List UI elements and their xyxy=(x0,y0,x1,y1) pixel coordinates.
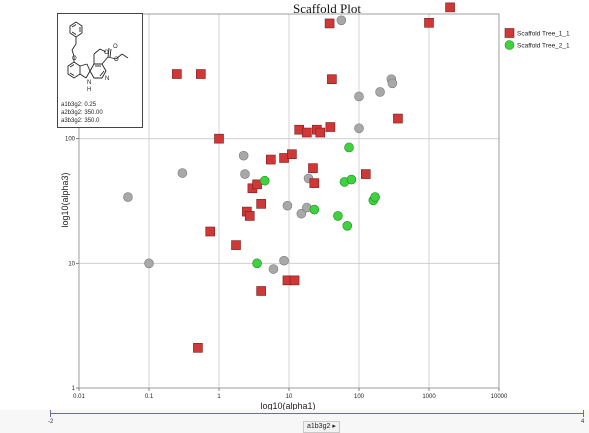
data-point-tree1 xyxy=(324,18,335,29)
data-point-unassigned xyxy=(336,15,347,26)
x-property-label: a1b3g2 xyxy=(307,423,331,430)
data-point-tree1 xyxy=(256,286,266,296)
data-point-tree1 xyxy=(315,127,326,138)
y-tick-label: 10 xyxy=(68,261,75,267)
data-point-tree2 xyxy=(344,142,354,153)
svg-text:O: O xyxy=(114,57,119,63)
chart-title: Scaffold Plot xyxy=(293,1,361,16)
data-point-unassigned xyxy=(238,150,249,161)
x-tick-label: 1 xyxy=(217,394,221,400)
data-point-unassigned xyxy=(296,208,307,219)
x-tick-label: 100 xyxy=(354,394,365,400)
data-point-unassigned xyxy=(387,78,398,89)
data-point-unassigned xyxy=(282,200,293,211)
data-point-tree2 xyxy=(370,192,380,202)
y-tick-label: 100 xyxy=(65,137,76,143)
data-point-unassigned xyxy=(177,168,188,178)
data-point-tree2 xyxy=(309,204,320,215)
data-point-tree2 xyxy=(259,175,270,186)
horizontal-slider-right-handle[interactable] xyxy=(583,409,584,417)
data-point-tree1 xyxy=(309,178,320,188)
molecule-nh-label: N xyxy=(87,80,91,86)
svg-text:O: O xyxy=(113,44,118,50)
y-axis-title: log10(alpha3) xyxy=(60,172,70,227)
data-point-tree1 xyxy=(244,211,255,221)
data-point-tree1 xyxy=(360,169,371,179)
molecule-prop-1: a1b3g2: 0.25 xyxy=(61,102,97,108)
legend-swatch-tree2 xyxy=(504,40,515,50)
data-point-unassigned xyxy=(240,169,250,179)
y-tick-label: 1 xyxy=(72,386,76,392)
data-point-tree2 xyxy=(252,258,262,269)
legend: Scaffold Tree_1_1 Scaffold Tree_2_1 xyxy=(504,28,570,50)
data-point-tree1 xyxy=(172,69,182,79)
data-point-tree1 xyxy=(256,199,266,209)
data-point-unassigned xyxy=(144,258,154,269)
data-point-unassigned xyxy=(354,123,364,134)
data-point-unassigned xyxy=(123,192,133,202)
data-point-tree1 xyxy=(231,240,241,250)
legend-swatch-tree1 xyxy=(504,28,515,38)
x-tick-label: 0.1 xyxy=(145,394,154,400)
data-point-unassigned xyxy=(268,264,279,274)
data-point-tree2 xyxy=(342,221,353,231)
data-point-tree2 xyxy=(333,211,343,221)
svg-text:O: O xyxy=(72,56,77,62)
svg-text:O: O xyxy=(104,50,109,56)
x-tick-label: 10 xyxy=(286,394,293,400)
data-point-tree1 xyxy=(308,163,318,173)
x-tick-label: 0.01 xyxy=(73,394,85,400)
data-point-unassigned xyxy=(354,91,364,102)
molecule-prop-2: a2b3g2: 350.00 xyxy=(61,110,103,116)
triangle-right-icon: ▸ xyxy=(332,423,336,430)
x-property-selector[interactable]: a1b3g2 ▸ xyxy=(303,421,340,433)
data-point-unassigned xyxy=(279,255,289,266)
legend-label: Scaffold Tree_1_1 xyxy=(517,31,570,38)
x-axis-title: log10(alpha1) xyxy=(260,401,315,410)
x-tick-label: 1000 xyxy=(422,394,436,400)
data-point-tree2 xyxy=(346,174,357,185)
data-point-tree1 xyxy=(193,343,203,353)
bottom-bar xyxy=(0,406,589,433)
data-point-tree1 xyxy=(302,127,312,138)
data-point-tree1 xyxy=(205,226,216,237)
data-point-tree1 xyxy=(393,113,403,124)
molecule-structure-image: O O O O N N H xyxy=(67,21,129,93)
data-point-tree1 xyxy=(445,2,455,13)
data-point-tree1 xyxy=(266,154,276,165)
data-point-tree1 xyxy=(252,179,262,190)
data-point-unassigned xyxy=(375,87,385,97)
structure-tooltip: O O O O N N H a1b3g2: 0.25 a2b3g2: 350.0… xyxy=(57,13,143,128)
data-point-tree1 xyxy=(289,275,300,286)
horizontal-slider-left-handle[interactable] xyxy=(50,409,51,417)
horizontal-slider-left-label: -2 xyxy=(48,419,54,425)
svg-text:N: N xyxy=(105,76,109,82)
molecule-prop-3: a3b3g2: 350.0 xyxy=(61,118,100,124)
data-point-tree1 xyxy=(327,74,337,84)
data-point-tree1 xyxy=(424,17,434,28)
data-point-tree1 xyxy=(325,122,336,132)
horizontal-range-slider[interactable] xyxy=(50,413,584,414)
legend-label: Scaffold Tree_2_1 xyxy=(517,43,570,50)
data-point-tree1 xyxy=(214,133,224,144)
data-point-tree1 xyxy=(196,69,206,79)
data-point-tree1 xyxy=(287,149,297,160)
molecule-h-label: H xyxy=(87,87,91,93)
x-tick-label: 10000 xyxy=(491,394,508,400)
horizontal-slider-right-label: 4 xyxy=(581,419,585,425)
